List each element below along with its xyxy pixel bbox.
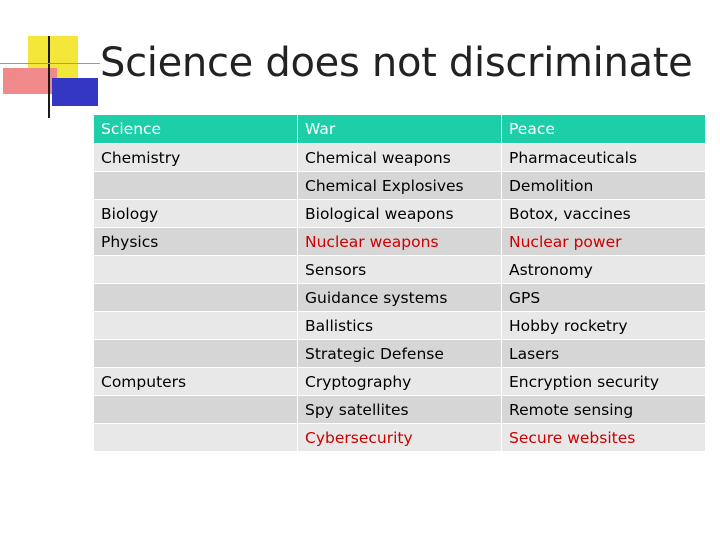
war-cell: Biological weapons xyxy=(297,199,502,228)
peace-cell: GPS xyxy=(501,283,706,312)
table-row: Cybersecurity Secure websites xyxy=(93,423,706,452)
table-row: Guidance systems GPS xyxy=(93,283,706,312)
science-cell: Computers xyxy=(93,367,298,396)
slide-title: Science does not discriminate xyxy=(100,40,693,86)
peace-cell: Demolition xyxy=(501,171,706,200)
header-war: War xyxy=(297,114,502,144)
table-row: Ballistics Hobby rocketry xyxy=(93,311,706,340)
war-cell: Chemical weapons xyxy=(297,143,502,172)
science-cell xyxy=(93,395,298,424)
science-cell xyxy=(93,255,298,284)
peace-cell: Hobby rocketry xyxy=(501,311,706,340)
peace-cell: Lasers xyxy=(501,339,706,368)
peace-cell: Botox, vaccines xyxy=(501,199,706,228)
peace-cell: Secure websites xyxy=(501,423,706,452)
table-row: Sensors Astronomy xyxy=(93,255,706,284)
peace-cell: Remote sensing xyxy=(501,395,706,424)
war-cell: Ballistics xyxy=(297,311,502,340)
decorative-vertical-line xyxy=(48,36,50,118)
science-cell xyxy=(93,171,298,200)
science-cell: Physics xyxy=(93,227,298,256)
war-cell: Chemical Explosives xyxy=(297,171,502,200)
peace-cell: Astronomy xyxy=(501,255,706,284)
war-cell: Cryptography xyxy=(297,367,502,396)
war-cell: Strategic Defense xyxy=(297,339,502,368)
science-cell xyxy=(93,283,298,312)
war-cell: Spy satellites xyxy=(297,395,502,424)
table-row: Computers Cryptography Encryption securi… xyxy=(93,367,706,396)
table-row: Physics Nuclear weapons Nuclear power xyxy=(93,227,706,256)
table-row: Biology Biological weapons Botox, vaccin… xyxy=(93,199,706,228)
war-cell: Guidance systems xyxy=(297,283,502,312)
table-row: Spy satellites Remote sensing xyxy=(93,395,706,424)
peace-cell: Encryption security xyxy=(501,367,706,396)
science-cell xyxy=(93,339,298,368)
science-table: Science War Peace Chemistry Chemical wea… xyxy=(93,114,706,452)
table-header-row: Science War Peace xyxy=(93,114,706,144)
decorative-blue-square xyxy=(52,78,98,106)
war-cell: Nuclear weapons xyxy=(297,227,502,256)
header-science: Science xyxy=(93,114,298,144)
science-cell xyxy=(93,423,298,452)
war-cell: Cybersecurity xyxy=(297,423,502,452)
decorative-horizontal-line xyxy=(0,63,100,64)
table-row: Strategic Defense Lasers xyxy=(93,339,706,368)
peace-cell: Pharmaceuticals xyxy=(501,143,706,172)
science-cell: Chemistry xyxy=(93,143,298,172)
table-row: Chemical Explosives Demolition xyxy=(93,171,706,200)
war-cell: Sensors xyxy=(297,255,502,284)
peace-cell: Nuclear power xyxy=(501,227,706,256)
science-cell xyxy=(93,311,298,340)
table-row: Chemistry Chemical weapons Pharmaceutica… xyxy=(93,143,706,172)
science-cell: Biology xyxy=(93,199,298,228)
header-peace: Peace xyxy=(501,114,706,144)
